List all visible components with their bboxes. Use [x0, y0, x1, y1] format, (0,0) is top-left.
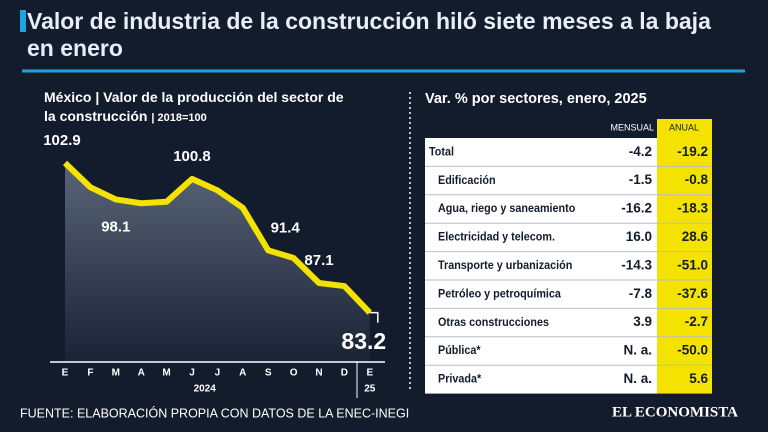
table-bg — [425, 138, 657, 394]
x-tick-label: E — [366, 368, 373, 379]
row-label: Edificación — [438, 174, 496, 187]
x-tick-label: A — [138, 368, 145, 379]
subtitle: México | Valor de la producción del sect… — [44, 88, 349, 128]
data-label: 98.1 — [101, 218, 130, 235]
monthly-value: -4.2 — [629, 144, 652, 159]
x-group-label: 2024 — [194, 384, 217, 395]
x-tick-label: O — [290, 368, 298, 379]
annual-value: -2.7 — [685, 314, 708, 329]
title: Valor de industria de la construcción hi… — [27, 8, 711, 61]
x-tick-label: S — [265, 368, 272, 379]
column-header: ANUAL — [669, 122, 699, 132]
monthly-value: 3.9 — [633, 314, 652, 329]
x-tick-label: E — [62, 368, 69, 379]
x-tick-label: D — [341, 368, 348, 379]
row-label: Total — [429, 146, 454, 159]
unit: | 2018=100 — [151, 112, 207, 124]
row-label: Transporte y urbanización — [438, 260, 572, 273]
monthly-value: -16.2 — [621, 201, 652, 216]
annual-value: -51.0 — [677, 257, 708, 272]
brand: EL ECONOMISTA — [612, 404, 738, 420]
line — [62, 160, 372, 315]
data-label: 87.1 — [304, 252, 333, 269]
end-bracket — [369, 311, 379, 323]
area — [65, 162, 370, 362]
annual-column — [657, 119, 712, 394]
annual-value: 28.6 — [682, 229, 709, 244]
monthly-value: N. a. — [623, 371, 652, 386]
x-tick-label: J — [189, 368, 195, 379]
row-label: Pública* — [438, 345, 481, 358]
source: FUENTE: ELABORACIÓN PROPIA CON DATOS DE … — [20, 405, 409, 420]
x-group-label: 25 — [364, 384, 376, 395]
x-tick-label: M — [112, 368, 120, 379]
row-label: Privada* — [438, 373, 482, 386]
row-label: Electricidad y telecom. — [438, 231, 555, 244]
annual-value: -50.0 — [677, 343, 708, 358]
row-label: Petróleo y petroquímica — [438, 288, 562, 301]
x-tick-label: N — [315, 368, 322, 379]
annual-value: -19.2 — [677, 144, 708, 159]
monthly-value: -7.8 — [629, 286, 653, 301]
monthly-value: N. a. — [623, 343, 652, 358]
column-header: MENSUAL — [610, 122, 654, 132]
data-label: 102.9 — [43, 132, 81, 149]
data-label: 83.2 — [341, 328, 386, 354]
monthly-value: 16.0 — [626, 229, 652, 244]
x-tick-label: M — [162, 368, 170, 379]
subtitle-text: México | Valor de la producción del sect… — [44, 89, 344, 124]
monthly-value: -14.3 — [621, 257, 652, 272]
data-label: 100.8 — [173, 148, 211, 165]
annual-value: -37.6 — [677, 286, 708, 301]
x-tick-label: J — [215, 368, 221, 379]
annual-value: -0.8 — [685, 172, 709, 187]
row-label: Agua, riego y saneamiento — [438, 203, 575, 216]
monthly-value: -1.5 — [629, 172, 653, 187]
x-tick-label: A — [239, 368, 246, 379]
x-tick-label: F — [87, 368, 93, 379]
accent-bar — [20, 10, 26, 32]
data-label: 91.4 — [271, 219, 301, 236]
annual-value: -18.3 — [677, 201, 708, 216]
row-label: Otras construcciones — [438, 316, 549, 329]
table-title: Var. % por sectores, enero, 2025 — [425, 91, 647, 107]
annual-value: 5.6 — [689, 371, 708, 386]
